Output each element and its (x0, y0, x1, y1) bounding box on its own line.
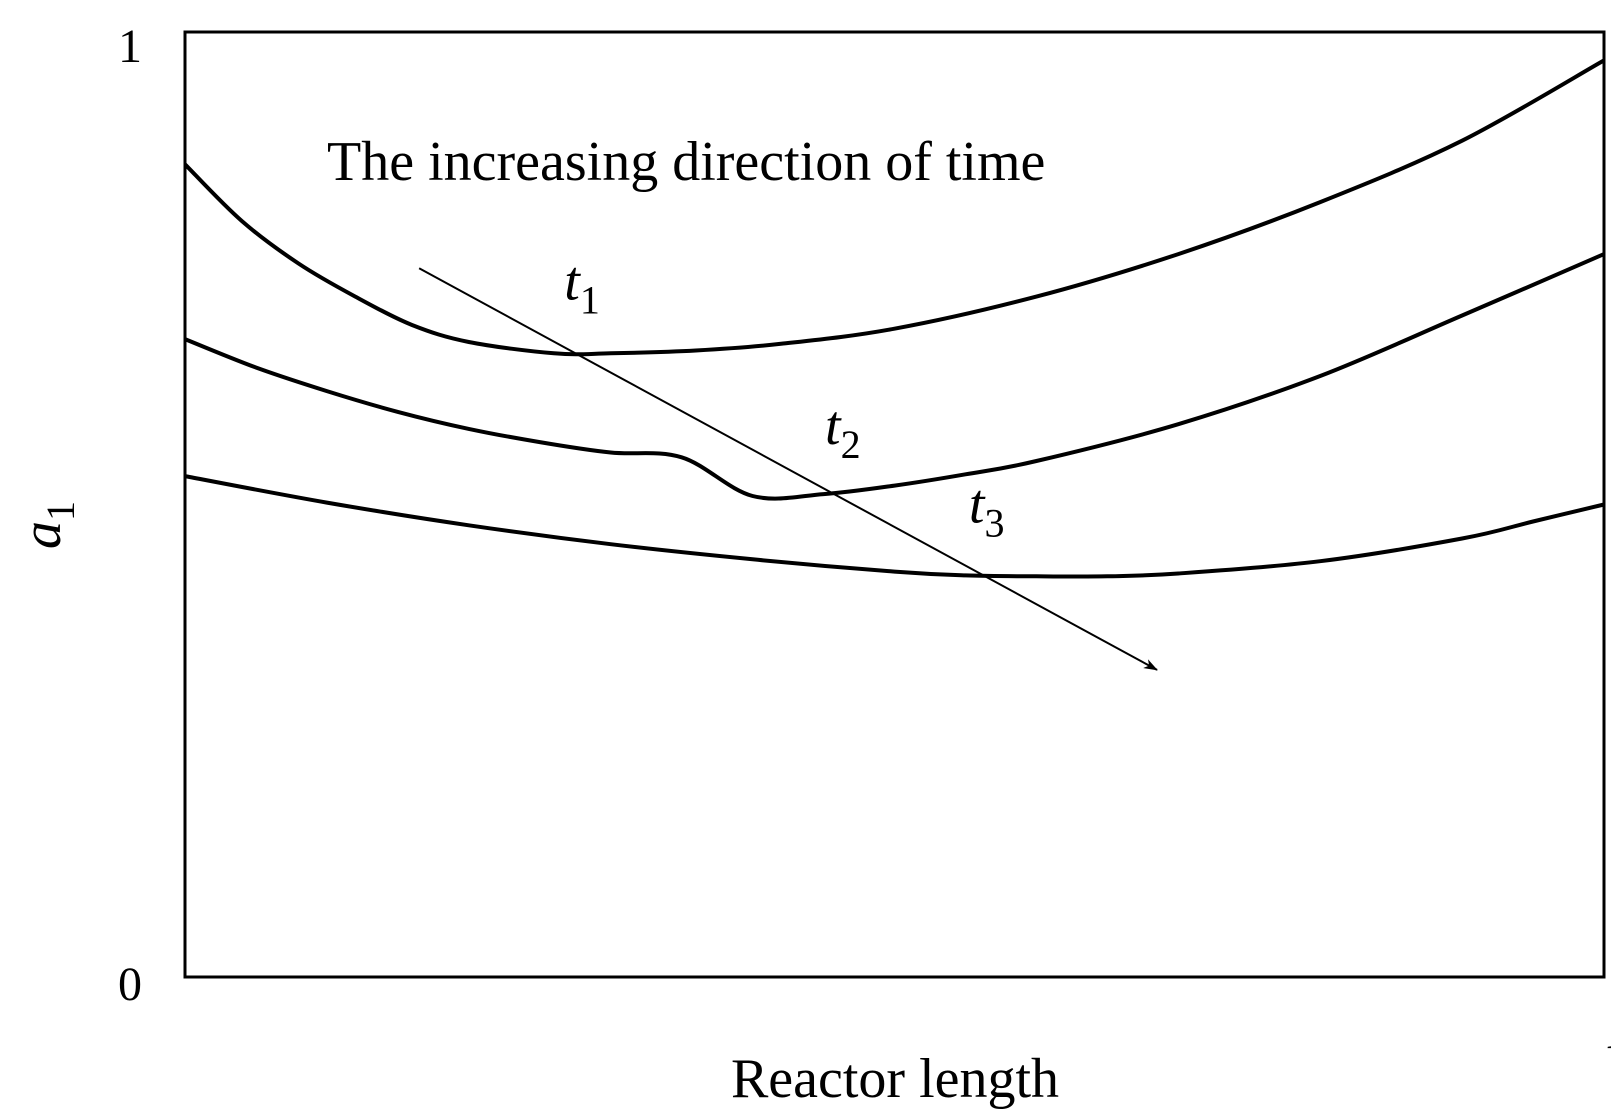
series-label-t1: t1 (564, 251, 600, 323)
series-line-t2 (184, 252, 1605, 501)
y-axis-label: a1 (11, 501, 83, 549)
series-line-t3 (184, 474, 1605, 579)
y-axis-label-sub: 1 (38, 501, 83, 521)
y-tick-label-0: 0 (118, 958, 142, 1011)
series-label-t2: t2 (825, 395, 861, 467)
x-axis-label: Reactor length (731, 1048, 1059, 1110)
time-direction-arrow (418, 267, 1158, 671)
time-direction-annotation: The increasing direction of time (327, 131, 1045, 193)
x-tick-label-L: L (1607, 1003, 1611, 1059)
series-label-t3: t3 (969, 474, 1005, 546)
y-axis-label-base: a (11, 521, 73, 549)
y-tick-label-1: 1 (118, 20, 142, 73)
series-line-t1 (183, 58, 1605, 357)
series-layer: t1 t2 t3 (183, 58, 1605, 579)
